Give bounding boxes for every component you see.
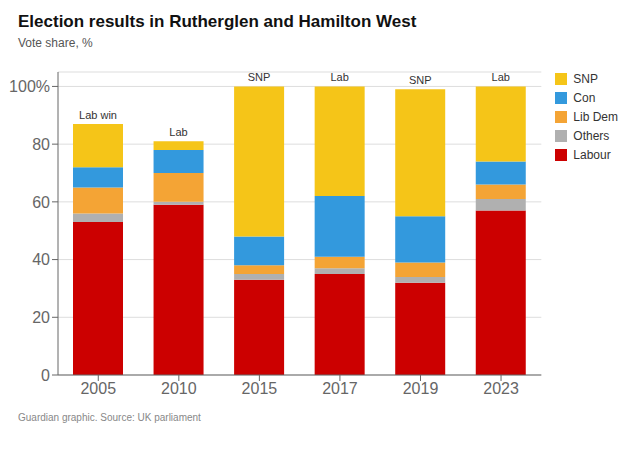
html-text:Con: Con xyxy=(573,91,596,105)
svg-text:2017: 2017 xyxy=(322,380,358,397)
svg-text:Lab win: Lab win xyxy=(79,109,117,121)
html-text:Others: Others xyxy=(573,129,610,143)
svg-text:2015: 2015 xyxy=(242,380,278,397)
svg-text:SNP: SNP xyxy=(409,74,432,86)
svg-text:80: 80 xyxy=(32,136,50,153)
svg-text:Lab: Lab xyxy=(169,126,187,138)
svg-text:40: 40 xyxy=(32,251,50,268)
svg-text:100%: 100% xyxy=(9,78,50,95)
svg-text:2005: 2005 xyxy=(80,380,116,397)
svg-text:2023: 2023 xyxy=(483,380,519,397)
svg-text:60: 60 xyxy=(32,194,50,211)
html-text:SNP: SNP xyxy=(573,72,598,86)
html-text:Lib Dem: Lib Dem xyxy=(573,110,618,124)
svg-text:SNP: SNP xyxy=(248,71,271,83)
svg-text:Lab: Lab xyxy=(492,71,510,83)
html-text:Guardian graphic. Source: UK p: Guardian graphic. Source: UK parliament xyxy=(18,412,201,423)
html-text:Vote share, %: Vote share, % xyxy=(18,36,93,50)
svg-text:20: 20 xyxy=(32,309,50,326)
svg-text:Lab: Lab xyxy=(330,71,348,83)
svg-text:2019: 2019 xyxy=(403,380,439,397)
svg-text:2010: 2010 xyxy=(161,380,197,397)
html-text:Election results in Rutherglen: Election results in Rutherglen and Hamil… xyxy=(18,12,417,31)
svg-text:0: 0 xyxy=(41,367,50,384)
html-text:Labour: Labour xyxy=(573,148,611,162)
